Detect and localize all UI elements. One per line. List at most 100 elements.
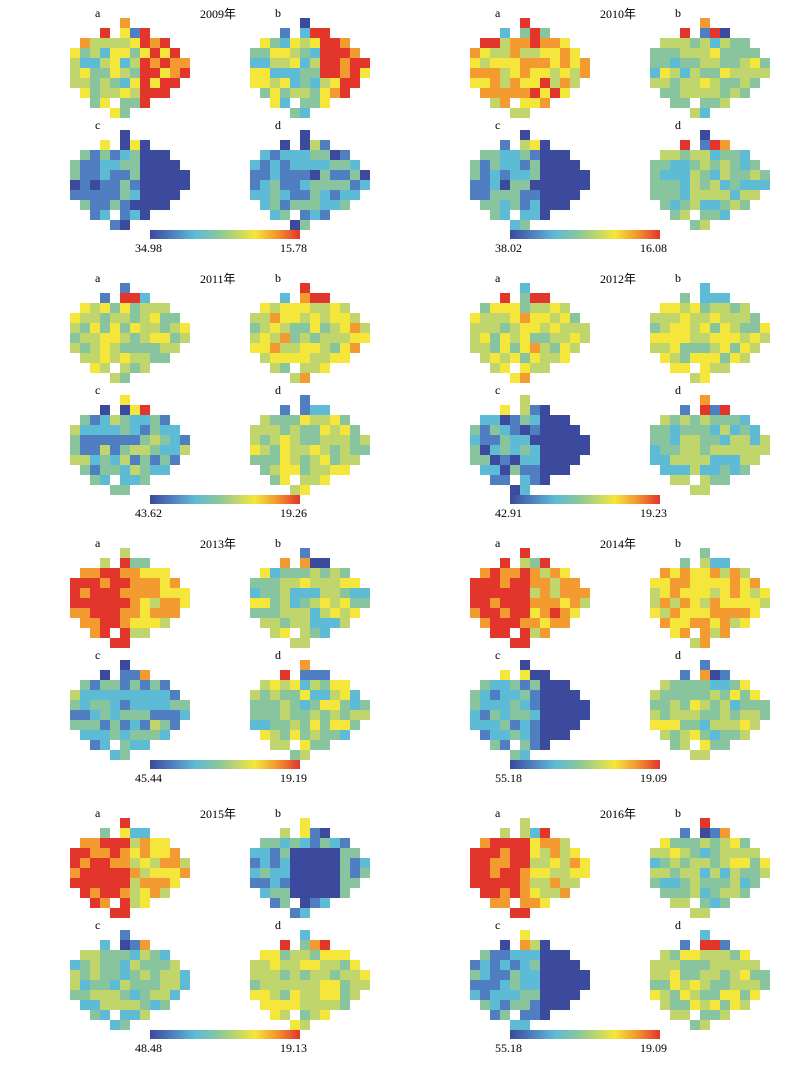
heatmap-cell — [290, 435, 300, 445]
heatmap-cell — [70, 720, 80, 730]
heatmap-cell — [570, 180, 580, 190]
heatmap-cell — [90, 618, 100, 628]
heatmap-cell — [510, 425, 520, 435]
heatmap-cell — [560, 618, 570, 628]
heatmap-cell — [280, 848, 290, 858]
heatmap-cell — [480, 588, 490, 598]
heatmap-cell — [710, 313, 720, 323]
heatmap-cell — [510, 415, 520, 425]
heatmap-cell — [140, 58, 150, 68]
heatmap-cell — [130, 598, 140, 608]
heatmap-cell — [490, 680, 500, 690]
heatmap-cell — [690, 425, 700, 435]
heatmap-cell — [120, 980, 130, 990]
heatmap-cell — [260, 180, 270, 190]
heatmap-cell — [730, 180, 740, 190]
heatmap-cell — [120, 1020, 130, 1030]
heatmap-cell — [720, 710, 730, 720]
heatmap-cell — [540, 960, 550, 970]
heatmap-cell — [720, 150, 730, 160]
heatmap-cell — [480, 343, 490, 353]
heatmap-cell — [100, 140, 110, 150]
heatmap-cell — [710, 608, 720, 618]
heatmap-cell — [100, 740, 110, 750]
heatmap-cell — [520, 720, 530, 730]
heatmap-cell — [700, 878, 710, 888]
heatmap-cell — [530, 720, 540, 730]
heatmap-cell — [320, 980, 330, 990]
heatmap-cell — [750, 598, 760, 608]
heatmap-cell — [290, 333, 300, 343]
heatmap-cell — [650, 170, 660, 180]
heatmap-cell — [500, 828, 510, 838]
heatmap-cell — [740, 160, 750, 170]
heatmap-cell — [670, 710, 680, 720]
heatmap-cell — [720, 170, 730, 180]
heatmap-cell — [730, 425, 740, 435]
heatmap-cell — [290, 710, 300, 720]
heatmap-cell — [310, 898, 320, 908]
heatmap-cell — [80, 78, 90, 88]
heatmap-cell — [560, 960, 570, 970]
panel-label: c — [495, 383, 501, 397]
heatmap-cell — [700, 150, 710, 160]
heatmap-cell — [660, 303, 670, 313]
heatmap-cell — [320, 598, 330, 608]
heatmap-cell — [500, 1010, 510, 1020]
heatmap-cell — [130, 690, 140, 700]
heatmap-cell — [130, 425, 140, 435]
heatmap-cell — [90, 888, 100, 898]
heatmap-cell — [700, 58, 710, 68]
heatmap-cell — [330, 88, 340, 98]
heatmap-cell — [120, 940, 130, 950]
heatmap-cell — [520, 628, 530, 638]
heatmap-cell — [100, 48, 110, 58]
heatmap-cell — [500, 898, 510, 908]
heatmap-cell — [510, 323, 520, 333]
heatmap-cell — [750, 588, 760, 598]
heatmap-cell — [100, 1000, 110, 1010]
heatmap-cell — [110, 353, 120, 363]
heatmap-cell — [320, 680, 330, 690]
heatmap-cell — [700, 750, 710, 760]
heatmap-cell — [680, 28, 690, 38]
heatmap-cell — [480, 608, 490, 618]
heatmap-cell — [280, 1010, 290, 1020]
heatmap-cell — [320, 435, 330, 445]
heatmap-cell — [550, 578, 560, 588]
heatmap-cell — [170, 160, 180, 170]
heatmap-cell — [100, 303, 110, 313]
heatmap-cell — [560, 445, 570, 455]
heatmap-cell — [690, 858, 700, 868]
heatmap-cell — [470, 333, 480, 343]
heatmap-cell — [670, 323, 680, 333]
heatmap-cell — [280, 333, 290, 343]
heatmap-cell — [500, 363, 510, 373]
heatmap-cell — [740, 848, 750, 858]
heatmap-cell — [570, 313, 580, 323]
heatmap-cell — [80, 710, 90, 720]
heatmap-cell — [500, 68, 510, 78]
heatmap-cell — [540, 970, 550, 980]
heatmap-cell — [500, 78, 510, 88]
heatmap-cell — [280, 405, 290, 415]
heatmap-cell — [250, 990, 260, 1000]
heatmap-cell — [360, 170, 370, 180]
heatmap-cell — [690, 465, 700, 475]
heatmap-cell — [150, 353, 160, 363]
heatmap-cell — [270, 465, 280, 475]
heatmap-cell — [510, 180, 520, 190]
heatmap-cell — [120, 898, 130, 908]
heatmap-cell — [490, 343, 500, 353]
heatmap-cell — [720, 970, 730, 980]
heatmap-cell — [500, 465, 510, 475]
heatmap-cell — [680, 858, 690, 868]
heatmap-cell — [520, 940, 530, 950]
heatmap-cell — [750, 720, 760, 730]
heatmap-cell — [340, 200, 350, 210]
heatmap-cell — [680, 78, 690, 88]
heatmap-cell — [160, 333, 170, 343]
heatmap-cell — [340, 78, 350, 88]
heatmap-cell — [750, 58, 760, 68]
panel-label: a — [95, 6, 101, 20]
